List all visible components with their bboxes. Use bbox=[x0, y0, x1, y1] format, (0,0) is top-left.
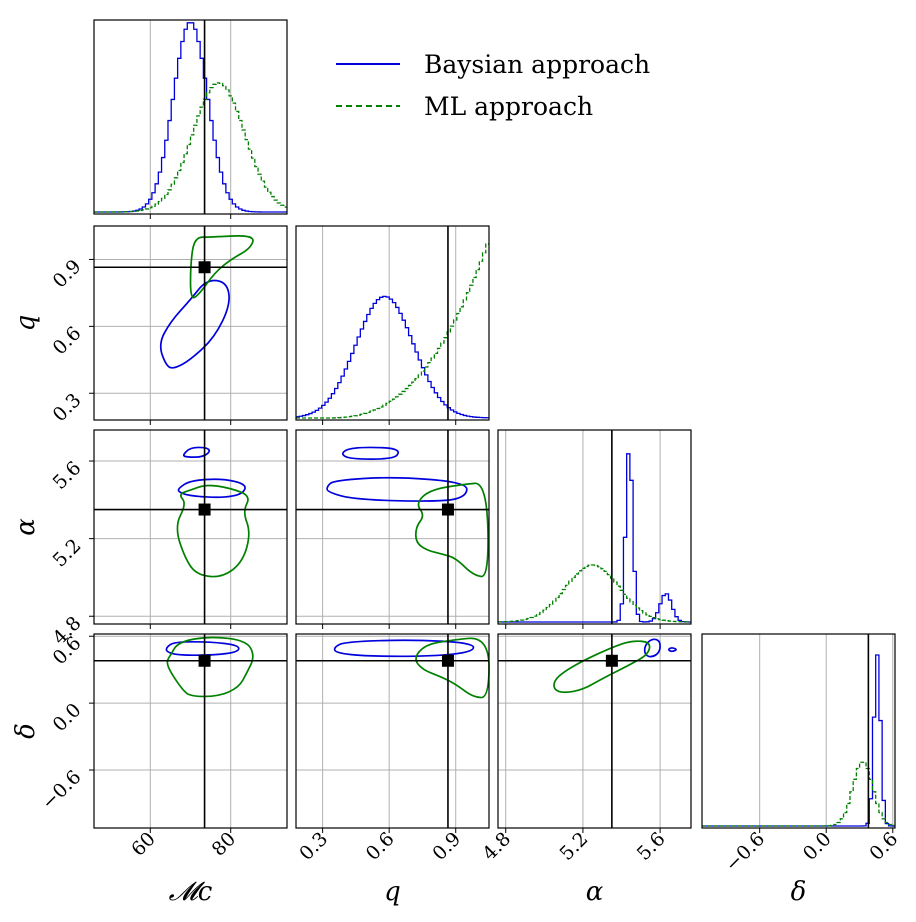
truth-marker bbox=[198, 261, 211, 274]
truth-marker bbox=[198, 503, 211, 516]
axis-label-y-alpha: α bbox=[11, 518, 41, 536]
tick-label-y: 0.9 bbox=[49, 255, 86, 292]
contour-bayes bbox=[643, 638, 661, 658]
tick-label-x: 0.9 bbox=[428, 828, 465, 865]
panel-q-delta bbox=[295, 633, 490, 833]
panel-frame bbox=[93, 225, 288, 421]
panel-frame bbox=[93, 19, 288, 215]
tick-label-y: 0.3 bbox=[49, 389, 86, 426]
tick-label-x: 5.2 bbox=[556, 828, 593, 865]
contour-ml bbox=[553, 640, 651, 694]
tick-label-y: 5.6 bbox=[49, 457, 86, 494]
panel-Mc-alpha bbox=[89, 429, 288, 629]
axis-label-y-q: q bbox=[11, 315, 41, 332]
panel-frame bbox=[295, 429, 490, 625]
truth-marker bbox=[441, 654, 454, 667]
panel-frame bbox=[701, 633, 896, 829]
panel-q-alpha bbox=[295, 429, 490, 629]
tick-label-y: 5.2 bbox=[49, 535, 86, 572]
tick-label-x: 80 bbox=[208, 828, 241, 861]
panel-frame bbox=[295, 633, 490, 829]
tick-label-x: 5.6 bbox=[633, 828, 670, 865]
contour-bayes bbox=[177, 478, 246, 499]
panel-frame bbox=[497, 429, 692, 625]
panel-Mc-q bbox=[89, 225, 288, 425]
contour-ml bbox=[166, 636, 254, 698]
contour-ml bbox=[176, 484, 250, 578]
histogram-ml bbox=[498, 564, 691, 623]
contour-bayes bbox=[326, 476, 468, 502]
truth-marker bbox=[198, 654, 211, 667]
histogram-bayes bbox=[702, 654, 895, 827]
tick-label-x: 0.6 bbox=[865, 828, 902, 865]
panel-Mc-Mc bbox=[93, 19, 288, 219]
contour-ml bbox=[189, 235, 254, 299]
contour-bayes bbox=[165, 640, 240, 657]
panel-frame bbox=[497, 633, 692, 829]
axis-label-alpha: α bbox=[586, 877, 604, 907]
contour-ml bbox=[414, 482, 489, 578]
panel-frame bbox=[93, 633, 288, 829]
panel-delta-delta bbox=[701, 633, 896, 833]
truth-marker bbox=[605, 654, 618, 667]
tick-label-x: 0.0 bbox=[799, 828, 836, 865]
tick-label-y: 0.6 bbox=[49, 322, 86, 359]
legend-bayes-label: Baysian approach bbox=[424, 50, 650, 79]
histogram-bayes bbox=[94, 22, 287, 213]
tick-label-y: 0.0 bbox=[49, 699, 86, 736]
histogram-bayes bbox=[498, 453, 691, 623]
axis-label-delta: δ bbox=[791, 877, 807, 907]
tick-label-x: −0.6 bbox=[721, 828, 769, 876]
tick-label-x: 4.8 bbox=[478, 828, 515, 865]
histogram-bayes bbox=[296, 295, 489, 419]
panel-q-q bbox=[295, 225, 490, 425]
panel-alpha-delta bbox=[497, 633, 692, 833]
axis-label-Mc: 𝓜c bbox=[169, 877, 213, 907]
legend-ml-label: ML approach bbox=[424, 92, 593, 121]
histogram-ml bbox=[702, 761, 895, 827]
tick-label-x: 0.6 bbox=[362, 828, 399, 865]
contour-bayes bbox=[342, 446, 400, 460]
axis-label-q: q bbox=[384, 877, 401, 907]
panel-Mc-delta bbox=[89, 633, 288, 833]
contour-bayes bbox=[159, 279, 230, 369]
panel-frame bbox=[93, 429, 288, 625]
contour-ml bbox=[415, 637, 490, 699]
legend: Baysian approach ML approach bbox=[336, 50, 650, 121]
truth-marker bbox=[441, 503, 454, 516]
contour-bayes bbox=[667, 647, 677, 653]
tick-label-x: 60 bbox=[127, 828, 160, 861]
histogram-ml bbox=[94, 82, 287, 213]
contour-bayes bbox=[182, 446, 211, 459]
panel-frame bbox=[295, 225, 490, 421]
tick-label-x: 0.3 bbox=[295, 828, 332, 865]
panel-alpha-alpha bbox=[497, 429, 692, 629]
histogram-ml bbox=[296, 243, 489, 419]
tick-label-y: −0.6 bbox=[37, 766, 85, 814]
contour-bayes bbox=[333, 639, 475, 658]
axis-label-y-delta: δ bbox=[11, 723, 41, 739]
